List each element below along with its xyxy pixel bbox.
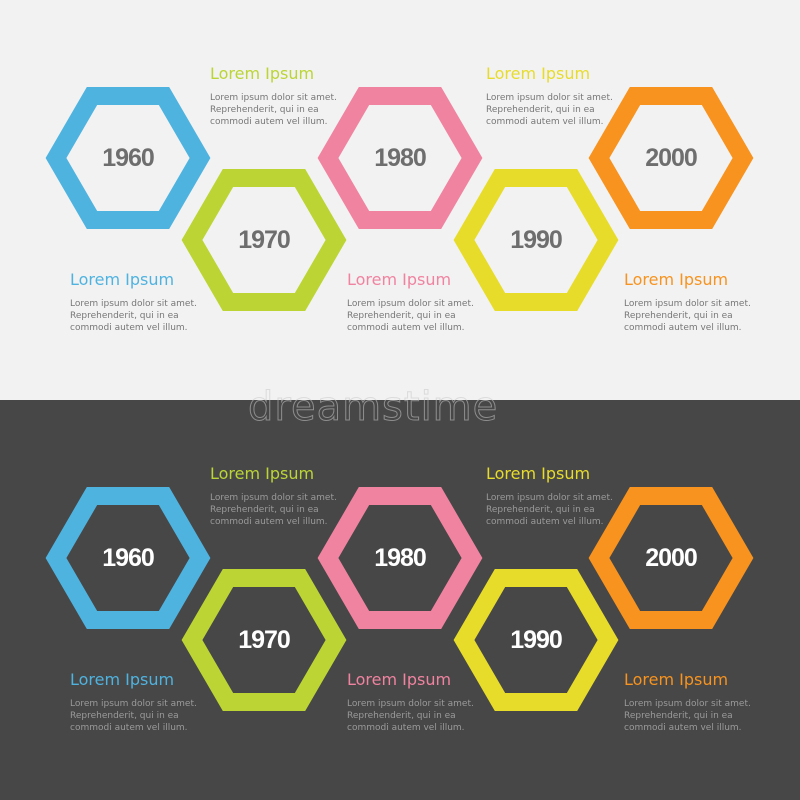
text-block-1960: Lorem Ipsum Lorem ipsum dolor sit amet. Re… bbox=[70, 670, 210, 734]
description-line: Lorem ipsum dolor sit amet. bbox=[624, 299, 751, 309]
step-description: Lorem ipsum dolor sit amet. Reprehenderit… bbox=[210, 492, 350, 528]
timeline-step-1970: 1970 bbox=[181, 569, 347, 711]
year-label: 1990 bbox=[510, 626, 562, 654]
step-heading: Lorem Ipsum bbox=[486, 64, 591, 83]
text-block-2000: Lorem Ipsum Lorem ipsum dolor sit amet. Re… bbox=[624, 670, 764, 734]
hexagon-1960 bbox=[45, 487, 211, 629]
hexagon-2000 bbox=[588, 87, 754, 229]
step-heading: Lorem Ipsum bbox=[210, 64, 315, 83]
text-block-1990: Lorem Ipsum Lorem ipsum dolor sit amet. Re… bbox=[486, 64, 626, 128]
description-line: Lorem ipsum dolor sit amet. bbox=[70, 699, 197, 709]
step-heading: Lorem Ipsum bbox=[210, 464, 315, 483]
description-line: Reprehenderit, qui in ea bbox=[486, 105, 595, 115]
hexagon-1960 bbox=[45, 87, 211, 229]
step-description: Lorem ipsum dolor sit amet. Reprehenderit… bbox=[347, 698, 487, 734]
step-heading: Lorem Ipsum bbox=[347, 670, 452, 689]
description-line: Lorem ipsum dolor sit amet. bbox=[210, 93, 337, 103]
hexagon-timeline: 1960 1970 1980 1990 2000 bbox=[45, 87, 754, 311]
step-description: Lorem ipsum dolor sit amet. Reprehenderit… bbox=[70, 298, 210, 334]
step-heading: Lorem Ipsum bbox=[624, 270, 729, 289]
text-block-1990: Lorem Ipsum Lorem ipsum dolor sit amet. Re… bbox=[486, 464, 626, 528]
year-label: 2000 bbox=[645, 544, 697, 572]
description-line: commodi autem vel illum. bbox=[486, 517, 604, 527]
timeline-step-2000: 2000 bbox=[588, 487, 754, 629]
hexagon-timeline: 1960 1970 1980 1990 2000 bbox=[45, 487, 754, 711]
description-line: Lorem ipsum dolor sit amet. bbox=[486, 493, 613, 503]
text-block-1980: Lorem Ipsum Lorem ipsum dolor sit amet. Re… bbox=[347, 270, 487, 334]
year-label: 1960 bbox=[102, 544, 154, 572]
timeline-step-1990: 1990 bbox=[453, 569, 619, 711]
description-line: commodi autem vel illum. bbox=[624, 323, 742, 333]
step-heading: Lorem Ipsum bbox=[70, 270, 175, 289]
description-line: commodi autem vel illum. bbox=[210, 117, 328, 127]
description-line: Reprehenderit, qui in ea bbox=[210, 105, 319, 115]
hexagon-1980 bbox=[317, 87, 483, 229]
timeline-step-2000: 2000 bbox=[588, 87, 754, 229]
hexagon-1970 bbox=[181, 569, 347, 711]
description-line: Reprehenderit, qui in ea bbox=[70, 711, 179, 721]
step-heading: Lorem Ipsum bbox=[70, 670, 175, 689]
step-description: Lorem ipsum dolor sit amet. Reprehenderit… bbox=[486, 492, 626, 528]
timeline-step-1980: 1980 bbox=[317, 87, 483, 229]
description-line: Lorem ipsum dolor sit amet. bbox=[210, 493, 337, 503]
step-description: Lorem ipsum dolor sit amet. Reprehenderit… bbox=[70, 698, 210, 734]
step-description: Lorem ipsum dolor sit amet. Reprehenderit… bbox=[624, 698, 764, 734]
description-line: Reprehenderit, qui in ea bbox=[486, 505, 595, 515]
year-label: 1970 bbox=[238, 626, 290, 654]
hexagon-2000 bbox=[588, 487, 754, 629]
description-line: Lorem ipsum dolor sit amet. bbox=[624, 699, 751, 709]
timeline-step-1960: 1960 bbox=[45, 87, 211, 229]
description-line: Lorem ipsum dolor sit amet. bbox=[486, 93, 613, 103]
timeline-step-1960: 1960 bbox=[45, 487, 211, 629]
step-description: Lorem ipsum dolor sit amet. Reprehenderit… bbox=[210, 92, 350, 128]
light-timeline-panel: 1960 1970 1980 1990 2000 Lorem Ipsum Lorem ips… bbox=[0, 0, 800, 400]
description-line: commodi autem vel illum. bbox=[347, 723, 465, 733]
text-block-1970: Lorem Ipsum Lorem ipsum dolor sit amet. Re… bbox=[210, 464, 350, 528]
description-line: Reprehenderit, qui in ea bbox=[624, 311, 733, 321]
step-description: Lorem ipsum dolor sit amet. Reprehenderit… bbox=[486, 92, 626, 128]
hexagon-1980 bbox=[317, 487, 483, 629]
description-line: Reprehenderit, qui in ea bbox=[70, 311, 179, 321]
step-description: Lorem ipsum dolor sit amet. Reprehenderit… bbox=[624, 298, 764, 334]
text-block-1960: Lorem Ipsum Lorem ipsum dolor sit amet. Re… bbox=[70, 270, 210, 334]
year-label: 1980 bbox=[374, 144, 426, 172]
step-heading: Lorem Ipsum bbox=[347, 270, 452, 289]
description-line: Lorem ipsum dolor sit amet. bbox=[70, 299, 197, 309]
description-line: Lorem ipsum dolor sit amet. bbox=[347, 699, 474, 709]
description-line: Reprehenderit, qui in ea bbox=[210, 505, 319, 515]
description-line: Lorem ipsum dolor sit amet. bbox=[347, 299, 474, 309]
description-line: commodi autem vel illum. bbox=[210, 517, 328, 527]
description-line: Reprehenderit, qui in ea bbox=[347, 711, 456, 721]
year-label: 2000 bbox=[645, 144, 697, 172]
hexagon-1970 bbox=[181, 169, 347, 311]
timeline-step-1990: 1990 bbox=[453, 169, 619, 311]
text-block-1980: Lorem Ipsum Lorem ipsum dolor sit amet. Re… bbox=[347, 670, 487, 734]
hexagon-1990 bbox=[453, 569, 619, 711]
dark-timeline-panel: 1960 1970 1980 1990 2000 Lorem Ipsum Lorem ips… bbox=[0, 400, 800, 800]
text-block-2000: Lorem Ipsum Lorem ipsum dolor sit amet. Re… bbox=[624, 270, 764, 334]
timeline-step-1980: 1980 bbox=[317, 487, 483, 629]
watermark-logo: dreamstime bbox=[247, 384, 499, 431]
hexagon-1990 bbox=[453, 169, 619, 311]
step-description: Lorem ipsum dolor sit amet. Reprehenderit… bbox=[347, 298, 487, 334]
year-label: 1980 bbox=[374, 544, 426, 572]
description-line: commodi autem vel illum. bbox=[70, 323, 188, 333]
description-line: commodi autem vel illum. bbox=[624, 723, 742, 733]
description-line: commodi autem vel illum. bbox=[347, 323, 465, 333]
year-label: 1970 bbox=[238, 226, 290, 254]
timeline-step-1970: 1970 bbox=[181, 169, 347, 311]
step-heading: Lorem Ipsum bbox=[486, 464, 591, 483]
step-heading: Lorem Ipsum bbox=[624, 670, 729, 689]
description-line: Reprehenderit, qui in ea bbox=[347, 311, 456, 321]
text-block-1970: Lorem Ipsum Lorem ipsum dolor sit amet. Re… bbox=[210, 64, 350, 128]
description-line: commodi autem vel illum. bbox=[486, 117, 604, 127]
year-label: 1960 bbox=[102, 144, 154, 172]
year-label: 1990 bbox=[510, 226, 562, 254]
description-line: commodi autem vel illum. bbox=[70, 723, 188, 733]
description-line: Reprehenderit, qui in ea bbox=[624, 711, 733, 721]
